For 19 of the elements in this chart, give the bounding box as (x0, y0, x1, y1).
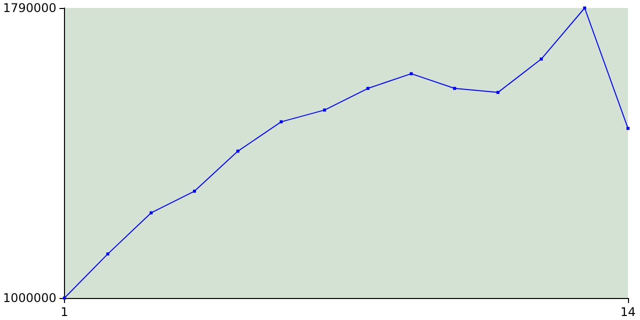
x-tick-label: 1 (60, 305, 68, 319)
point (280, 120, 283, 124)
point (323, 108, 326, 112)
point (62, 296, 66, 300)
point (192, 190, 196, 193)
point (540, 58, 543, 61)
point (410, 72, 413, 76)
point (236, 150, 240, 153)
point (583, 6, 586, 10)
point (453, 86, 456, 90)
point (150, 211, 153, 214)
y-tick-label: 1790000 (2, 1, 56, 15)
y-tick-label: 1000000 (2, 291, 56, 305)
x-tick-label: 14 (620, 305, 636, 319)
point (106, 252, 110, 256)
point (626, 126, 630, 130)
point (496, 90, 500, 94)
line-series (62, 6, 630, 300)
point (366, 86, 370, 90)
